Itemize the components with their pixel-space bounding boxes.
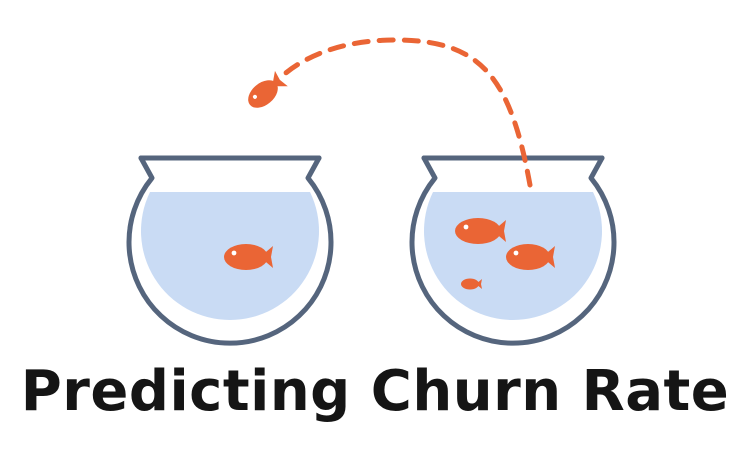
fish-icon: [506, 244, 555, 270]
fish-icon: [224, 244, 273, 270]
page-title: Predicting Churn Rate: [20, 359, 730, 424]
fish-icon: [455, 218, 506, 244]
small-fish-icon: [461, 278, 482, 290]
leaping-fish-icon: [248, 70, 288, 108]
left-fishbowl: [126, 155, 334, 346]
right-bowl-outline: [409, 155, 617, 346]
leap-trajectory-dashed-arc: [275, 37, 533, 188]
left-bowl-outline: [126, 155, 334, 346]
right-fishbowl: [409, 155, 617, 346]
